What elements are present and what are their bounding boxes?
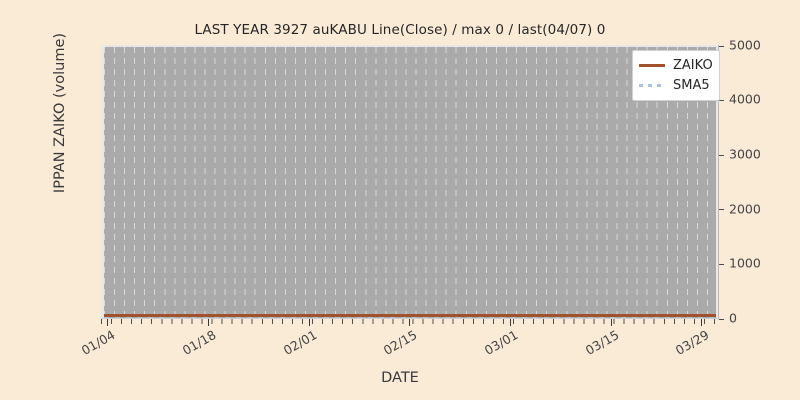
legend-item-zaiko: ZAIKO <box>639 55 713 75</box>
x-axis-label: DATE <box>381 370 419 386</box>
x-major-tick <box>107 319 108 326</box>
x-axis-minor-ticks <box>101 319 719 324</box>
legend-swatch-sma5-icon <box>639 83 665 87</box>
x-tick-label: 02/01 <box>280 327 320 359</box>
x-major-tick <box>309 319 310 326</box>
legend-label-sma5: SMA5 <box>673 77 710 93</box>
x-tick-label: 02/15 <box>380 327 420 359</box>
legend-swatch-zaiko-icon <box>639 63 665 67</box>
x-major-tick <box>611 319 612 326</box>
x-major-tick <box>701 319 702 326</box>
y-axis-ticks: 5000 4000 3000 2000 1000 0 <box>719 39 799 324</box>
y-tick-label: 1000 <box>729 255 761 271</box>
y-axis-label: IPPAN ZAIKO (volume) <box>52 32 68 194</box>
x-tick-label: 01/04 <box>78 327 118 359</box>
plot-background <box>104 47 716 318</box>
x-tick-label: 03/15 <box>582 327 622 359</box>
chart-title: LAST YEAR 3927 auKABU Line(Close) / max … <box>194 22 606 38</box>
y-tick-label: 3000 <box>729 146 761 162</box>
x-axis-spine <box>101 318 719 319</box>
y-tick-mark <box>719 45 724 47</box>
chart-legend: ZAIKO SMA5 <box>632 50 720 101</box>
y-tick-label: 4000 <box>729 91 761 107</box>
y-tick-label: 0 <box>729 310 737 326</box>
plot-area <box>101 45 719 318</box>
legend-item-sma5: SMA5 <box>639 75 713 95</box>
x-tick-label: 03/29 <box>672 327 712 359</box>
x-major-tick <box>510 319 511 326</box>
y-tick-mark <box>719 318 724 320</box>
y-tick-mark <box>719 154 724 156</box>
x-major-tick <box>208 319 209 326</box>
y-tick-mark <box>719 209 724 211</box>
x-tick-label: 01/18 <box>179 327 219 359</box>
series-line-zaiko <box>104 314 716 317</box>
y-tick-label: 2000 <box>729 201 761 217</box>
legend-label-zaiko: ZAIKO <box>673 57 713 73</box>
y-tick-mark <box>719 263 724 265</box>
x-major-tick <box>409 319 410 326</box>
y-axis-spine <box>718 45 719 319</box>
y-tick-mark <box>719 100 724 102</box>
vertical-gridlines <box>104 47 716 318</box>
y-tick-label: 5000 <box>729 37 761 53</box>
x-tick-label: 03/01 <box>481 327 521 359</box>
